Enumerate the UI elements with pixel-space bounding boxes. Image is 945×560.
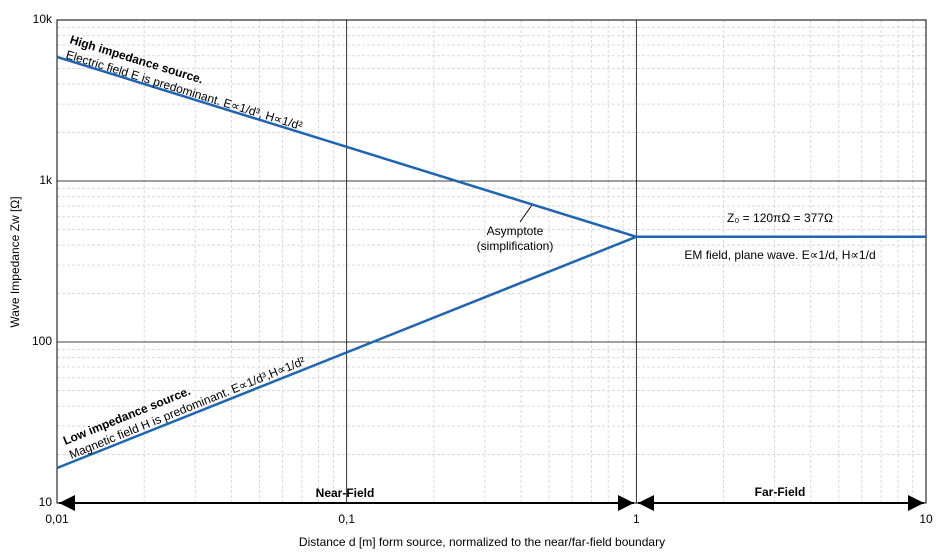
leader-line [519, 204, 533, 223]
y-tick-label: 10k [33, 12, 53, 26]
annotation: Asymptote [487, 224, 544, 238]
annotation: Near-Field [316, 486, 375, 500]
x-tick-label: 0,1 [338, 512, 355, 526]
x-tick-label: 10 [919, 512, 933, 526]
annotation: Z₀ = 120πΩ = 377Ω [727, 211, 833, 225]
annotation: (simplification) [477, 239, 554, 253]
annotation: Electric field E is predominant. E∝1/d³,… [64, 48, 304, 133]
annotation: EM field, plane wave. E∝1/d, H∝1/d [684, 248, 875, 262]
annotation: Far-Field [755, 485, 806, 499]
y-tick-label: 100 [32, 334, 52, 348]
x-tick-label: 1 [633, 512, 640, 526]
impedance-line [56, 235, 637, 470]
y-tick-label: 1k [39, 173, 53, 187]
x-axis-label: Distance d [m] form source, normalized t… [299, 535, 665, 549]
y-tick-label: 10 [39, 495, 53, 509]
annotation: Magnetic field H is predominant. E∝1/d³,… [67, 354, 307, 462]
x-tick-label: 0,01 [45, 512, 69, 526]
y-axis-label: Wave Impedance Zw [Ω] [8, 196, 22, 327]
impedance-line [56, 55, 637, 238]
